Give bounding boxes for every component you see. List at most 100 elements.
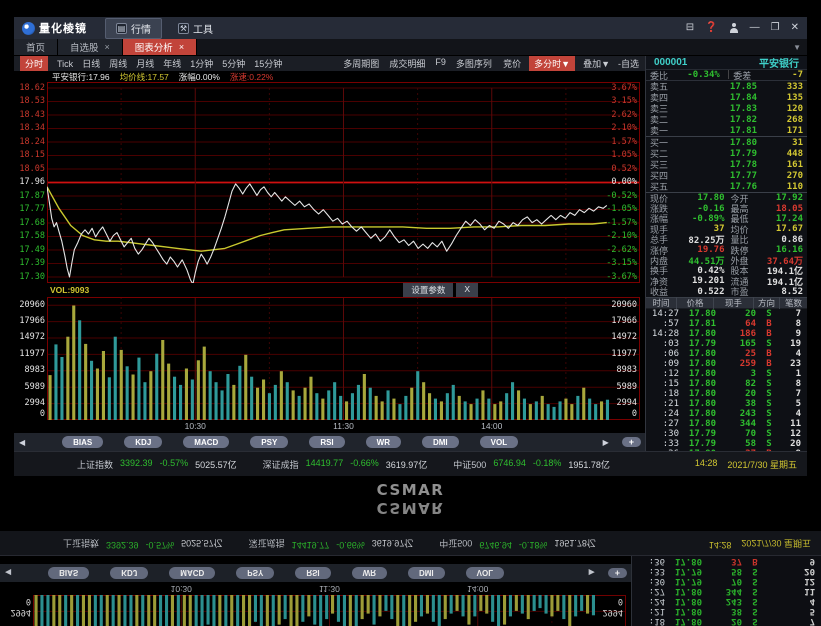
trade-time: :30	[649, 429, 679, 439]
intraday-price-chart[interactable]: 3.67%3.15%2.62%2.10%1.57%1.05%0.52%0.00%…	[47, 82, 640, 283]
tab-bar: 首页自选股×图表分析× ▼	[14, 39, 807, 56]
pct-axis-label: -2.62%	[606, 246, 637, 255]
price-axis-label: 17.49	[14, 246, 45, 255]
trade-direction: B	[756, 319, 782, 329]
index-change: -0.66%	[350, 458, 379, 471]
stock-stats: 现价17.80今开17.92涨跌-0.16最高18.05涨幅-0.89%最低17…	[646, 192, 807, 297]
view-成交明细[interactable]: 成交明细	[389, 57, 425, 70]
view-F9[interactable]: F9	[435, 57, 446, 70]
minimize-button[interactable]: —	[750, 23, 760, 33]
indicator-BIAS[interactable]: BIAS	[62, 436, 103, 448]
view-多图序列[interactable]: 多图序列	[456, 57, 492, 70]
restore-button[interactable]: ❐	[771, 23, 780, 33]
volume-chart[interactable]: 209601796614972119778983598929940	[47, 297, 640, 420]
stat-value: 19.201	[676, 276, 725, 286]
pane-close-button[interactable]: X	[456, 283, 478, 297]
trade-price: 17.80	[679, 379, 716, 389]
snapshot-icon[interactable]: ⊟	[686, 23, 694, 33]
book-volume: 120	[757, 104, 803, 114]
trade-col-header: 笔数	[779, 297, 807, 309]
toolbar-right-多分时▼[interactable]: 多分时▼	[529, 56, 575, 71]
trade-time: :57	[649, 319, 679, 329]
trade-direction: B	[756, 329, 782, 339]
trade-time: :12	[649, 369, 679, 379]
menu-tools[interactable]: ⚒ 工具	[168, 19, 223, 38]
trade-count: 8	[782, 379, 804, 389]
tab-1[interactable]: 首页	[14, 39, 58, 55]
scroll-left-icon[interactable]: ◀	[14, 438, 30, 447]
period-分时[interactable]: 分时	[20, 56, 48, 71]
period-Tick[interactable]: Tick	[57, 59, 73, 69]
trade-direction: B	[756, 349, 782, 359]
settings-params-button[interactable]: 设置参数	[403, 283, 453, 297]
trade-direction: S	[756, 429, 782, 439]
tab-3[interactable]: 图表分析×	[123, 39, 197, 55]
indicator-DMI[interactable]: DMI	[422, 436, 459, 448]
time-tick: 14:00	[481, 421, 502, 431]
indicator-MACD[interactable]: MACD	[183, 436, 229, 448]
pct-axis-label: -3.67%	[606, 273, 637, 282]
indicator-VOL[interactable]: VOL	[480, 436, 518, 448]
volume-axis-label: 20960	[611, 301, 637, 310]
period-月线[interactable]: 月线	[136, 57, 154, 70]
ask-levels: 卖五17.85333卖四17.84135卖三17.83120卖二17.82268…	[646, 81, 807, 136]
trade-row: :2117.8038S5	[646, 399, 807, 409]
trade-price: 17.80	[679, 359, 716, 369]
account-icon[interactable]	[729, 23, 739, 33]
period-15分钟[interactable]: 15分钟	[254, 57, 282, 70]
book-volume: 31	[757, 138, 803, 148]
pct-axis-label: -2.10%	[606, 232, 637, 241]
scroll-right-icon[interactable]: ▶	[598, 438, 614, 447]
book-volume: 135	[757, 93, 803, 103]
trade-row: :1817.8020S7	[646, 389, 807, 399]
indicator-RSI[interactable]: RSI	[309, 436, 344, 448]
pct-axis-label: 3.67%	[611, 84, 637, 93]
trade-price: 17.80	[679, 369, 716, 379]
trade-col-header: 方向	[753, 297, 779, 309]
period-5分钟[interactable]: 5分钟	[222, 57, 245, 70]
view-多周期图[interactable]: 多周期图	[343, 57, 379, 70]
menu-quotes[interactable]: ▤ 行情	[105, 18, 162, 39]
indicator-KDJ[interactable]: KDJ	[124, 436, 162, 448]
book-price: 17.77	[676, 171, 757, 181]
tab-2[interactable]: 自选股×	[58, 39, 123, 55]
trade-count: 12	[782, 429, 804, 439]
trade-price: 17.80	[679, 419, 716, 429]
trade-table: 14:2717.8020S7:5717.8164B814:2817.80186B…	[646, 309, 807, 459]
trade-lots: 3	[716, 369, 756, 379]
pct-axis-label: 2.10%	[611, 124, 637, 133]
book-volume: 268	[757, 115, 803, 125]
stat-value: 18.05	[755, 204, 804, 214]
price-axis-label: 18.15	[14, 151, 45, 160]
price-axis-label: 18.43	[14, 111, 45, 120]
csmar-watermark: CSMAR	[377, 481, 445, 499]
trade-lots: 58	[716, 439, 756, 449]
stat-value: 0.522	[676, 287, 725, 297]
stat-value: -0.89%	[676, 214, 725, 224]
close-icon[interactable]: ×	[105, 42, 110, 52]
period-日线[interactable]: 日线	[82, 57, 100, 70]
index-turnover: 5025.57亿	[195, 458, 237, 471]
toolbar-right-叠加▼[interactable]: 叠加▼	[583, 57, 610, 70]
trade-row: :1217.803S1	[646, 369, 807, 379]
reflection: 量化棱镜 ▤ 行情 ⚒ 工具 ⊟ ❓ — ❐ ✕	[0, 499, 821, 626]
period-1分钟[interactable]: 1分钟	[190, 57, 213, 70]
indicator-PSY[interactable]: PSY	[250, 436, 288, 448]
pct-axis-label: 0.00%	[611, 178, 637, 187]
close-icon[interactable]: ×	[179, 42, 184, 52]
close-button[interactable]: ✕	[791, 23, 799, 33]
add-indicator-button[interactable]: +	[622, 437, 641, 447]
help-icon[interactable]: ❓	[705, 23, 717, 33]
index-name: 深证成指	[263, 458, 299, 471]
trade-row: :3017.7970S12	[646, 429, 807, 439]
toolbar-right--自选[interactable]: -自选	[618, 57, 639, 70]
toolbar-right-竞价[interactable]: 竞价	[503, 57, 521, 70]
period-周线[interactable]: 周线	[109, 57, 127, 70]
index-quote: 上证指数3392.39-0.57%5025.57亿	[77, 458, 237, 471]
quote-panel: 000001 平安银行 委比 -0.34% | 委差 -7 卖五17.85333…	[645, 56, 807, 451]
chevron-down-icon[interactable]: ▼	[793, 39, 807, 55]
book-volume: 171	[757, 126, 803, 136]
period-年线[interactable]: 年线	[163, 57, 181, 70]
indicator-WR[interactable]: WR	[366, 436, 401, 448]
clock: 14:28 2021/7/30 星期五	[695, 458, 797, 471]
